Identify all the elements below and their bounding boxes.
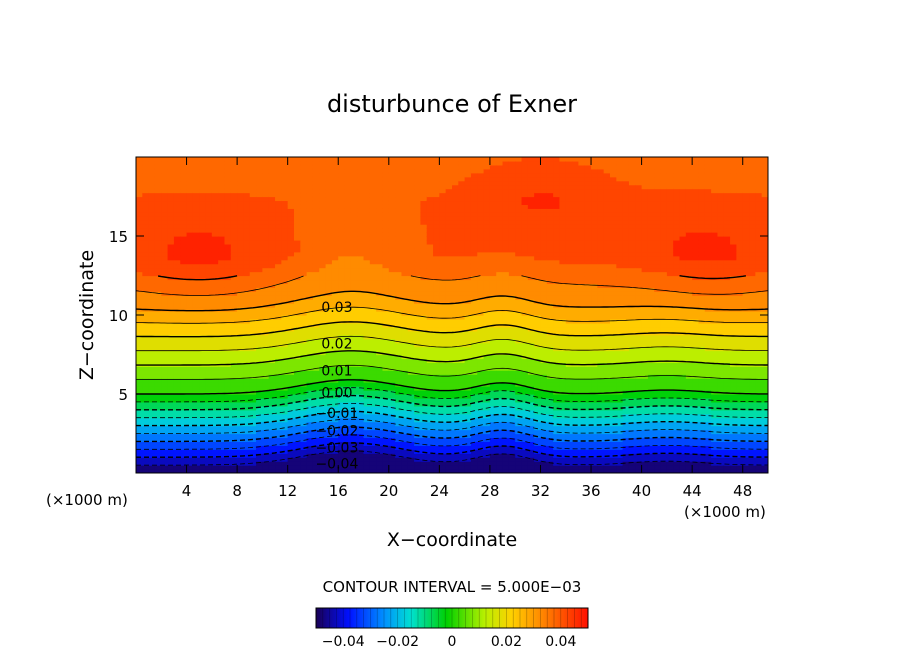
- contour-line: [136, 450, 768, 466]
- contour-line: [136, 403, 768, 419]
- x-tick-label: 24: [430, 482, 449, 500]
- x-tick-label: 36: [581, 482, 600, 500]
- y-tick-label: 10: [109, 307, 128, 325]
- colorbar-tick-label: 0.04: [545, 634, 576, 650]
- contour-line: [136, 426, 768, 443]
- contour-line: [136, 442, 768, 458]
- contour-label: −0.02: [315, 423, 358, 439]
- contour-line: [136, 364, 768, 380]
- y-tick-label: 5: [118, 386, 128, 404]
- contour-line: [136, 387, 768, 403]
- contour-line: [136, 306, 768, 324]
- contour-label: −0.03: [315, 441, 358, 457]
- colorbar: [316, 608, 588, 628]
- x-tick-label: 8: [232, 482, 242, 500]
- contour-fill: [136, 157, 768, 473]
- contour-label: 0.03: [321, 300, 352, 316]
- x-tick-label: 20: [379, 482, 398, 500]
- x-unit-right: (×1000 m): [684, 503, 766, 521]
- contour-line: [136, 321, 768, 338]
- colorbar-frame: [315, 607, 589, 629]
- contour-interval-text: CONTOUR INTERVAL = 5.000E−03: [323, 578, 582, 596]
- chart-title: disturbunce of Exner: [327, 90, 577, 118]
- contour-line: [136, 379, 768, 395]
- colorbar-tick-label: −0.02: [376, 634, 419, 650]
- contour-line: [136, 335, 768, 352]
- contour-label: −0.04: [315, 457, 358, 473]
- y-axis-label: Z−coordinate: [76, 250, 98, 380]
- x-axis-ticks: 4 8 12 16 20 24 28 32 36 40 44 48: [182, 157, 752, 500]
- contour-line: [136, 434, 768, 450]
- contour-line: [136, 275, 768, 296]
- contour-label: 0.02: [321, 336, 352, 352]
- x-tick-label: 28: [480, 482, 499, 500]
- x-tick-label: 4: [182, 482, 192, 500]
- colorbar-tick-label: 0.02: [491, 634, 522, 650]
- contour-label: 0.01: [321, 363, 352, 379]
- x-tick-label: 40: [632, 482, 651, 500]
- colorbar-tick-label: −0.04: [322, 634, 365, 650]
- x-unit-left: (×1000 m): [46, 491, 128, 509]
- x-tick-label: 44: [683, 482, 702, 500]
- contour-labels: 0.03 0.02 0.01 0.00 −0.01−0.02 −0.03−0.04: [315, 300, 358, 473]
- x-axis-label: X−coordinate: [387, 529, 517, 551]
- x-tick-label: 32: [531, 482, 550, 500]
- y-tick-label: 15: [109, 228, 128, 246]
- contour-label: −0.01: [315, 406, 358, 422]
- contour-line: [157, 275, 747, 281]
- colorbar-tick-label: 0: [448, 634, 457, 650]
- contour-line: [136, 290, 768, 312]
- contour-line: [136, 394, 768, 411]
- contour-line: [136, 410, 768, 427]
- colorbar-tick-marks: [315, 608, 589, 628]
- contour-label: 0.00: [321, 385, 352, 401]
- x-tick-label: 48: [733, 482, 752, 500]
- colorbar-tick-labels: −0.04 −0.02 0 0.02 0.04: [322, 634, 577, 650]
- contour-lines: [136, 275, 768, 466]
- contour-line: [136, 418, 768, 434]
- x-tick-label: 12: [278, 482, 297, 500]
- x-tick-label: 16: [329, 482, 348, 500]
- contour-line: [136, 350, 768, 366]
- y-axis-ticks: 5 10 15: [109, 228, 768, 404]
